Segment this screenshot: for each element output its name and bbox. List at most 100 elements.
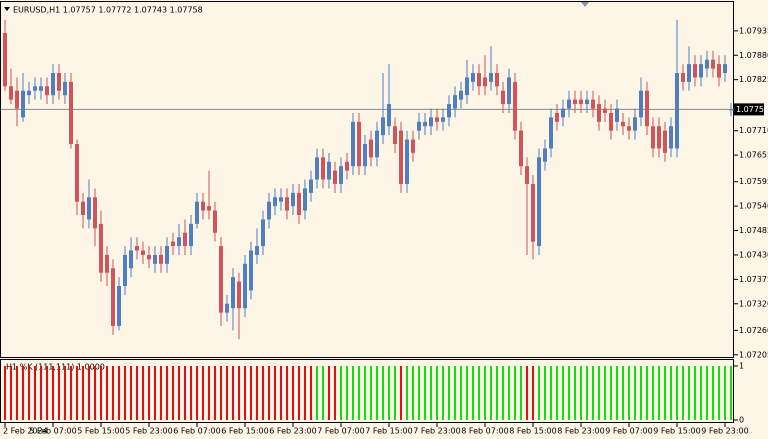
candle-body: [603, 108, 607, 113]
x-tick-label: 7 Feb 15:00: [365, 427, 412, 436]
x-tick-label: 8 Feb 15:00: [509, 427, 556, 436]
candle-body: [165, 246, 169, 264]
candle-body: [129, 250, 133, 269]
candle-body: [465, 77, 469, 96]
candle-body: [531, 183, 535, 242]
x-tick-label: 8 Feb 07:00: [461, 427, 508, 436]
candle-body: [159, 254, 163, 264]
candle-body: [249, 250, 253, 291]
candle-body: [231, 277, 235, 309]
candle-body: [111, 268, 115, 326]
candle-body: [477, 73, 481, 87]
x-tick-label: 7 Feb 23:00: [413, 427, 460, 436]
candle-body: [177, 237, 181, 247]
x-tick-label: 9 Feb 07:00: [605, 427, 652, 436]
price-label-box: [734, 103, 764, 116]
candle-body: [171, 241, 175, 247]
candle-body: [489, 73, 493, 82]
candle-body: [513, 81, 517, 131]
candle-body: [597, 104, 601, 122]
indicator-title: H1 %K (111,111) 1.0000: [6, 363, 105, 372]
candle-body: [321, 157, 325, 180]
candle-body: [357, 121, 361, 167]
price-label: 1.07758: [736, 105, 768, 114]
candle-body: [63, 81, 67, 96]
candle-body: [441, 117, 445, 122]
candle-body: [363, 144, 367, 167]
candle-body: [297, 192, 301, 215]
candle-body: [285, 197, 289, 211]
x-tick-label: 6 Feb 15:00: [221, 427, 268, 436]
candle-body: [51, 73, 55, 96]
candle-body: [273, 197, 277, 207]
candle-body: [621, 121, 625, 127]
candle-body: [507, 77, 511, 105]
candle-body: [135, 246, 139, 251]
x-tick-label: 7 Feb 07:00: [317, 427, 364, 436]
candle-body: [21, 90, 25, 118]
candle-body: [669, 126, 673, 149]
candle-body: [27, 90, 31, 96]
candle-body: [729, 109, 733, 111]
candle-body: [141, 250, 145, 255]
candle-body: [57, 73, 61, 91]
candle-body: [261, 219, 265, 247]
x-tick-label: 6 Feb 07:00: [173, 427, 220, 436]
y-tick-label: 1.07485: [739, 226, 768, 235]
candle-body: [561, 108, 565, 118]
candle-body: [633, 117, 637, 131]
candle-body: [525, 166, 529, 184]
candle-body: [39, 86, 43, 91]
y-tick-label: 1.07205: [739, 350, 768, 359]
candle-body: [183, 232, 187, 247]
candle-body: [237, 281, 241, 309]
y-tick-label: 1.07935: [739, 26, 768, 35]
candle-body: [651, 126, 655, 149]
y-tick-label: 0: [739, 416, 744, 425]
candle-body: [303, 188, 307, 211]
candle-body: [627, 126, 631, 131]
candle-body: [375, 130, 379, 158]
candle-body: [201, 201, 205, 211]
candle-body: [369, 139, 373, 158]
candle-body: [639, 90, 643, 118]
candle-body: [411, 139, 415, 153]
indicator-panel-frame: [0, 359, 734, 423]
candle-body: [537, 157, 541, 247]
candle-body: [147, 254, 151, 260]
candle-body: [69, 81, 73, 144]
candle-body: [417, 121, 421, 131]
candle-body: [459, 90, 463, 100]
candle-body: [393, 126, 397, 144]
candle-body: [207, 206, 211, 211]
candle-body: [255, 246, 259, 255]
candle-body: [387, 104, 391, 127]
candle-body: [705, 59, 709, 69]
y-tick-label: 1.07595: [739, 177, 768, 186]
chart-title: EURUSD,H1 1.07757 1.07772 1.07743 1.0775…: [13, 6, 203, 15]
x-tick-label: 9 Feb 23:00: [701, 427, 748, 436]
x-tick-label: 5 Feb 07:00: [29, 427, 76, 436]
candle-body: [99, 223, 103, 273]
candle-body: [381, 117, 385, 136]
candle-body: [663, 130, 667, 153]
candle-body: [723, 64, 727, 73]
x-tick-label: 8 Feb 23:00: [557, 427, 604, 436]
candle-body: [93, 197, 97, 229]
candle-body: [543, 148, 547, 162]
x-tick-label: 2 Feb 2024: [3, 427, 48, 436]
candle-body: [243, 263, 247, 309]
y-tick-label: 1.07655: [739, 151, 768, 160]
candle-body: [279, 197, 283, 202]
x-tick-label: 9 Feb 15:00: [653, 427, 700, 436]
candle-body: [591, 99, 595, 109]
candle-body: [495, 73, 499, 87]
x-tick-label: 5 Feb 15:00: [77, 427, 124, 436]
candle-body: [75, 144, 79, 202]
candle-body: [33, 86, 37, 91]
candle-body: [117, 286, 121, 326]
shift-marker: [581, 2, 589, 7]
candle-body: [657, 126, 661, 149]
candle-body: [693, 64, 697, 78]
candle-body: [675, 73, 679, 149]
